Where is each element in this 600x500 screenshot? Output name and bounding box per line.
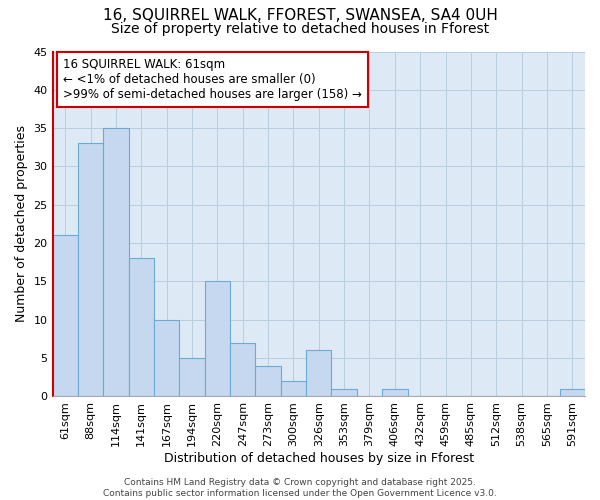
Text: 16 SQUIRREL WALK: 61sqm
← <1% of detached houses are smaller (0)
>99% of semi-de: 16 SQUIRREL WALK: 61sqm ← <1% of detache… <box>63 58 362 102</box>
Bar <box>154 320 179 396</box>
Bar <box>78 144 103 396</box>
Bar <box>560 389 585 396</box>
Bar <box>306 350 331 397</box>
X-axis label: Distribution of detached houses by size in Fforest: Distribution of detached houses by size … <box>164 452 474 465</box>
Text: Contains HM Land Registry data © Crown copyright and database right 2025.
Contai: Contains HM Land Registry data © Crown c… <box>103 478 497 498</box>
Bar <box>256 366 281 396</box>
Text: Size of property relative to detached houses in Fforest: Size of property relative to detached ho… <box>111 22 489 36</box>
Bar <box>103 128 128 396</box>
Bar <box>53 236 78 396</box>
Bar <box>230 343 256 396</box>
Text: 16, SQUIRREL WALK, FFOREST, SWANSEA, SA4 0UH: 16, SQUIRREL WALK, FFOREST, SWANSEA, SA4… <box>103 8 497 22</box>
Bar <box>331 389 357 396</box>
Bar <box>382 389 407 396</box>
Bar <box>179 358 205 397</box>
Bar <box>281 381 306 396</box>
Bar <box>128 258 154 396</box>
Bar <box>205 282 230 397</box>
Y-axis label: Number of detached properties: Number of detached properties <box>15 126 28 322</box>
